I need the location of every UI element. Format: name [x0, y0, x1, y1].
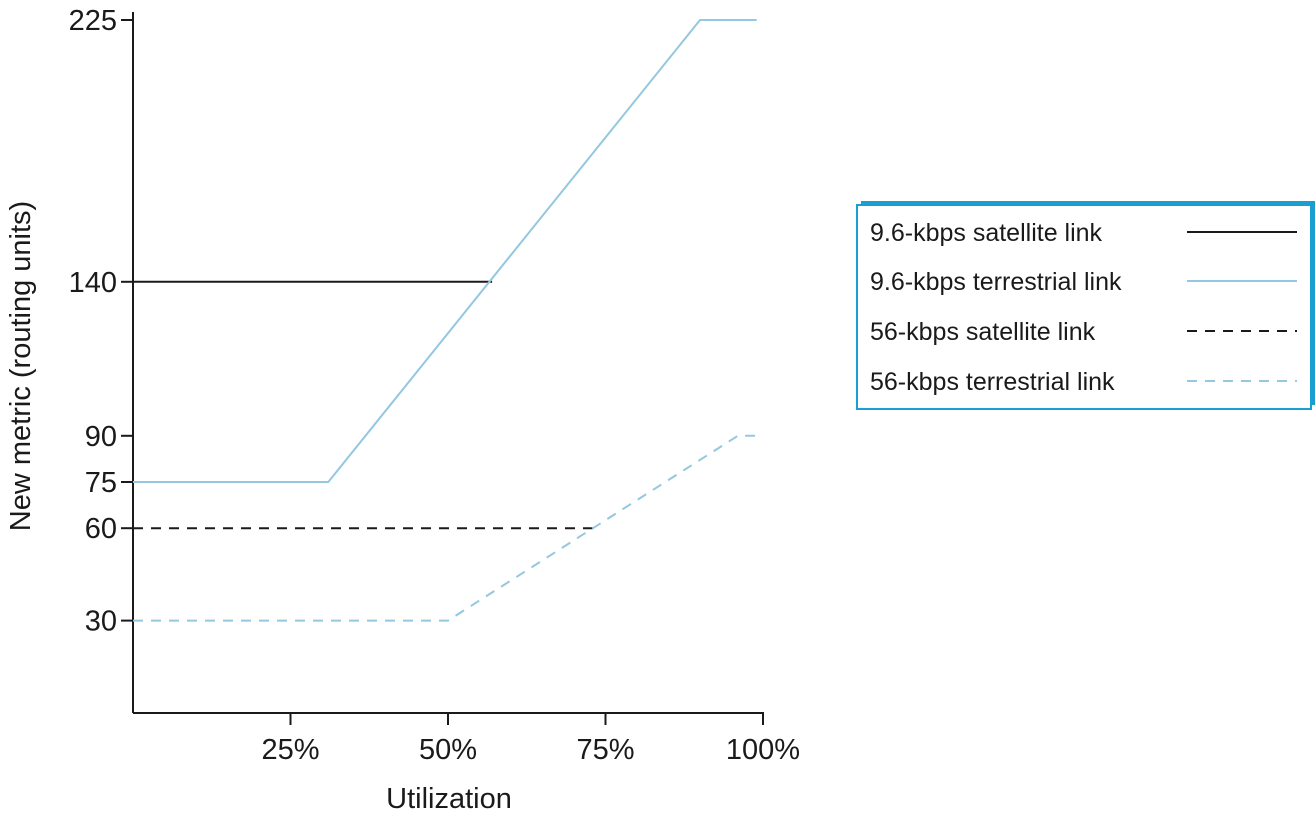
legend-box	[856, 204, 1312, 410]
x-tick-label: 50%	[419, 734, 477, 766]
x-ticks: 25% 50% 75% 100%	[261, 713, 800, 766]
legend-label-4: 56-kbps terrestrial link	[870, 368, 1115, 396]
y-tick-label: 225	[69, 5, 117, 37]
y-tick-label: 90	[85, 421, 117, 453]
y-tick-label: 75	[85, 467, 117, 499]
legend-items: 9.6-kbps satellite link 9.6-kbps terrestr…	[870, 219, 1297, 396]
x-tick-label: 100%	[726, 734, 800, 766]
y-tick-label: 60	[85, 513, 117, 545]
y-tick-label: 30	[85, 606, 117, 638]
legend-label-1: 9.6-kbps satellite link	[870, 219, 1103, 247]
y-axis-title: New metric (routing units)	[5, 201, 37, 531]
axes	[132, 12, 764, 714]
series-line-2	[133, 19, 757, 483]
x-tick-label: 25%	[261, 734, 319, 766]
y-tick-label: 140	[69, 267, 117, 299]
legend: 9.6-kbps satellite link 9.6-kbps terrestr…	[856, 201, 1315, 410]
series-lines	[133, 19, 757, 622]
x-axis-title: Utilization	[386, 783, 512, 815]
legend-label-2: 9.6-kbps terrestrial link	[870, 268, 1122, 296]
x-tick-label: 75%	[576, 734, 634, 766]
legend-label-3: 56-kbps satellite link	[870, 318, 1096, 346]
series-line-4	[133, 434, 757, 622]
y-ticks: 30 60 75 90 140 225	[69, 5, 133, 638]
